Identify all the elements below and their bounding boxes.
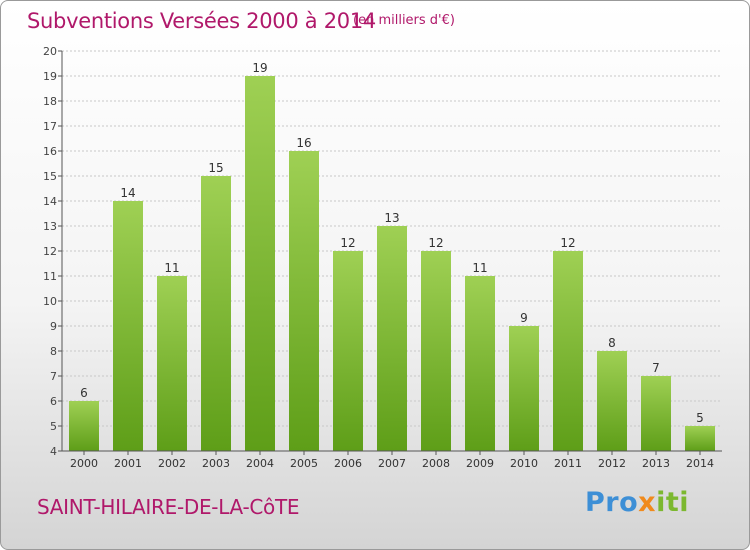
bar-2001[interactable] bbox=[113, 201, 143, 451]
x-tick-label: 2008 bbox=[422, 457, 450, 470]
x-tick-label: 2014 bbox=[686, 457, 714, 470]
chart-subtitle: (en milliers d'€) bbox=[353, 13, 455, 28]
bar-value-label: 12 bbox=[340, 236, 355, 250]
bar-2000[interactable] bbox=[69, 401, 99, 451]
x-tick-label: 2006 bbox=[334, 457, 362, 470]
y-tick-label: 6 bbox=[50, 395, 57, 408]
y-tick-label: 18 bbox=[43, 95, 57, 108]
x-tick-label: 2005 bbox=[290, 457, 318, 470]
bars: 6 14 11 15 19 16 12 13 12 11 9 12 8 7 5 bbox=[69, 61, 715, 451]
bar-2009[interactable] bbox=[465, 276, 495, 451]
x-tick-label: 2011 bbox=[554, 457, 582, 470]
y-tick-label: 4 bbox=[50, 445, 57, 458]
y-tick-label: 14 bbox=[43, 195, 57, 208]
x-tick-label: 2007 bbox=[378, 457, 406, 470]
logo-part-3: iti bbox=[656, 487, 689, 518]
y-tick-label: 8 bbox=[50, 345, 57, 358]
y-tick-label: 11 bbox=[43, 270, 57, 283]
bar-2012[interactable] bbox=[597, 351, 627, 451]
y-tick-label: 15 bbox=[43, 170, 57, 183]
bar-value-label: 9 bbox=[520, 311, 528, 325]
y-tick-label: 13 bbox=[43, 220, 57, 233]
proxiti-logo[interactable]: Proxiti bbox=[585, 487, 689, 518]
bar-2011[interactable] bbox=[553, 251, 583, 451]
bar-value-label: 12 bbox=[560, 236, 575, 250]
bar-value-label: 12 bbox=[428, 236, 443, 250]
y-tick-label: 12 bbox=[43, 245, 57, 258]
bar-2003[interactable] bbox=[201, 176, 231, 451]
y-tick-label: 17 bbox=[43, 120, 57, 133]
x-tick-label: 2013 bbox=[642, 457, 670, 470]
x-tick-label: 2003 bbox=[202, 457, 230, 470]
bar-value-label: 11 bbox=[472, 261, 487, 275]
logo-part-1: Pro bbox=[585, 487, 639, 518]
x-tick-label: 2012 bbox=[598, 457, 626, 470]
x-tick-label: 2001 bbox=[114, 457, 142, 470]
y-tick-label: 10 bbox=[43, 295, 57, 308]
bar-value-label: 14 bbox=[120, 186, 135, 200]
bar-2013[interactable] bbox=[641, 376, 671, 451]
x-tick-label: 2010 bbox=[510, 457, 538, 470]
x-tick-label: 2000 bbox=[70, 457, 98, 470]
place-name: SAINT-HILAIRE-DE-LA-CôTE bbox=[37, 495, 300, 519]
y-tick-label: 9 bbox=[50, 320, 57, 333]
bar-value-label: 16 bbox=[296, 136, 311, 150]
bar-value-label: 6 bbox=[80, 386, 88, 400]
bar-2014[interactable] bbox=[685, 426, 715, 451]
logo-part-2: x bbox=[638, 487, 657, 518]
x-tick-label: 2004 bbox=[246, 457, 274, 470]
bar-chart: 6 14 11 15 19 16 12 13 12 11 9 12 8 7 5 4 5 6 7 8 9 10 11 12 13… bbox=[43, 45, 722, 470]
chart-title: Subventions Versées 2000 à 2014 bbox=[27, 9, 376, 33]
bar-value-label: 8 bbox=[608, 336, 616, 350]
bar-2010[interactable] bbox=[509, 326, 539, 451]
bar-2004[interactable] bbox=[245, 76, 275, 451]
bar-value-label: 11 bbox=[164, 261, 179, 275]
bar-2006[interactable] bbox=[333, 251, 363, 451]
bar-2008[interactable] bbox=[421, 251, 451, 451]
bar-value-label: 13 bbox=[384, 211, 399, 225]
y-tick-label: 7 bbox=[50, 370, 57, 383]
bar-value-label: 19 bbox=[252, 61, 267, 75]
bar-value-label: 7 bbox=[652, 361, 660, 375]
bar-value-label: 15 bbox=[208, 161, 223, 175]
x-tick-label: 2009 bbox=[466, 457, 494, 470]
bar-2005[interactable] bbox=[289, 151, 319, 451]
bar-2007[interactable] bbox=[377, 226, 407, 451]
y-tick-label: 16 bbox=[43, 145, 57, 158]
axes: 4 5 6 7 8 9 10 11 12 13 14 15 16 17 18 19 20 2000 2001 2002… bbox=[43, 45, 722, 470]
bar-value-label: 5 bbox=[696, 411, 704, 425]
y-tick-label: 5 bbox=[50, 420, 57, 433]
y-tick-label: 19 bbox=[43, 70, 57, 83]
y-tick-label: 20 bbox=[43, 45, 57, 58]
bar-2002[interactable] bbox=[157, 276, 187, 451]
x-tick-label: 2002 bbox=[158, 457, 186, 470]
